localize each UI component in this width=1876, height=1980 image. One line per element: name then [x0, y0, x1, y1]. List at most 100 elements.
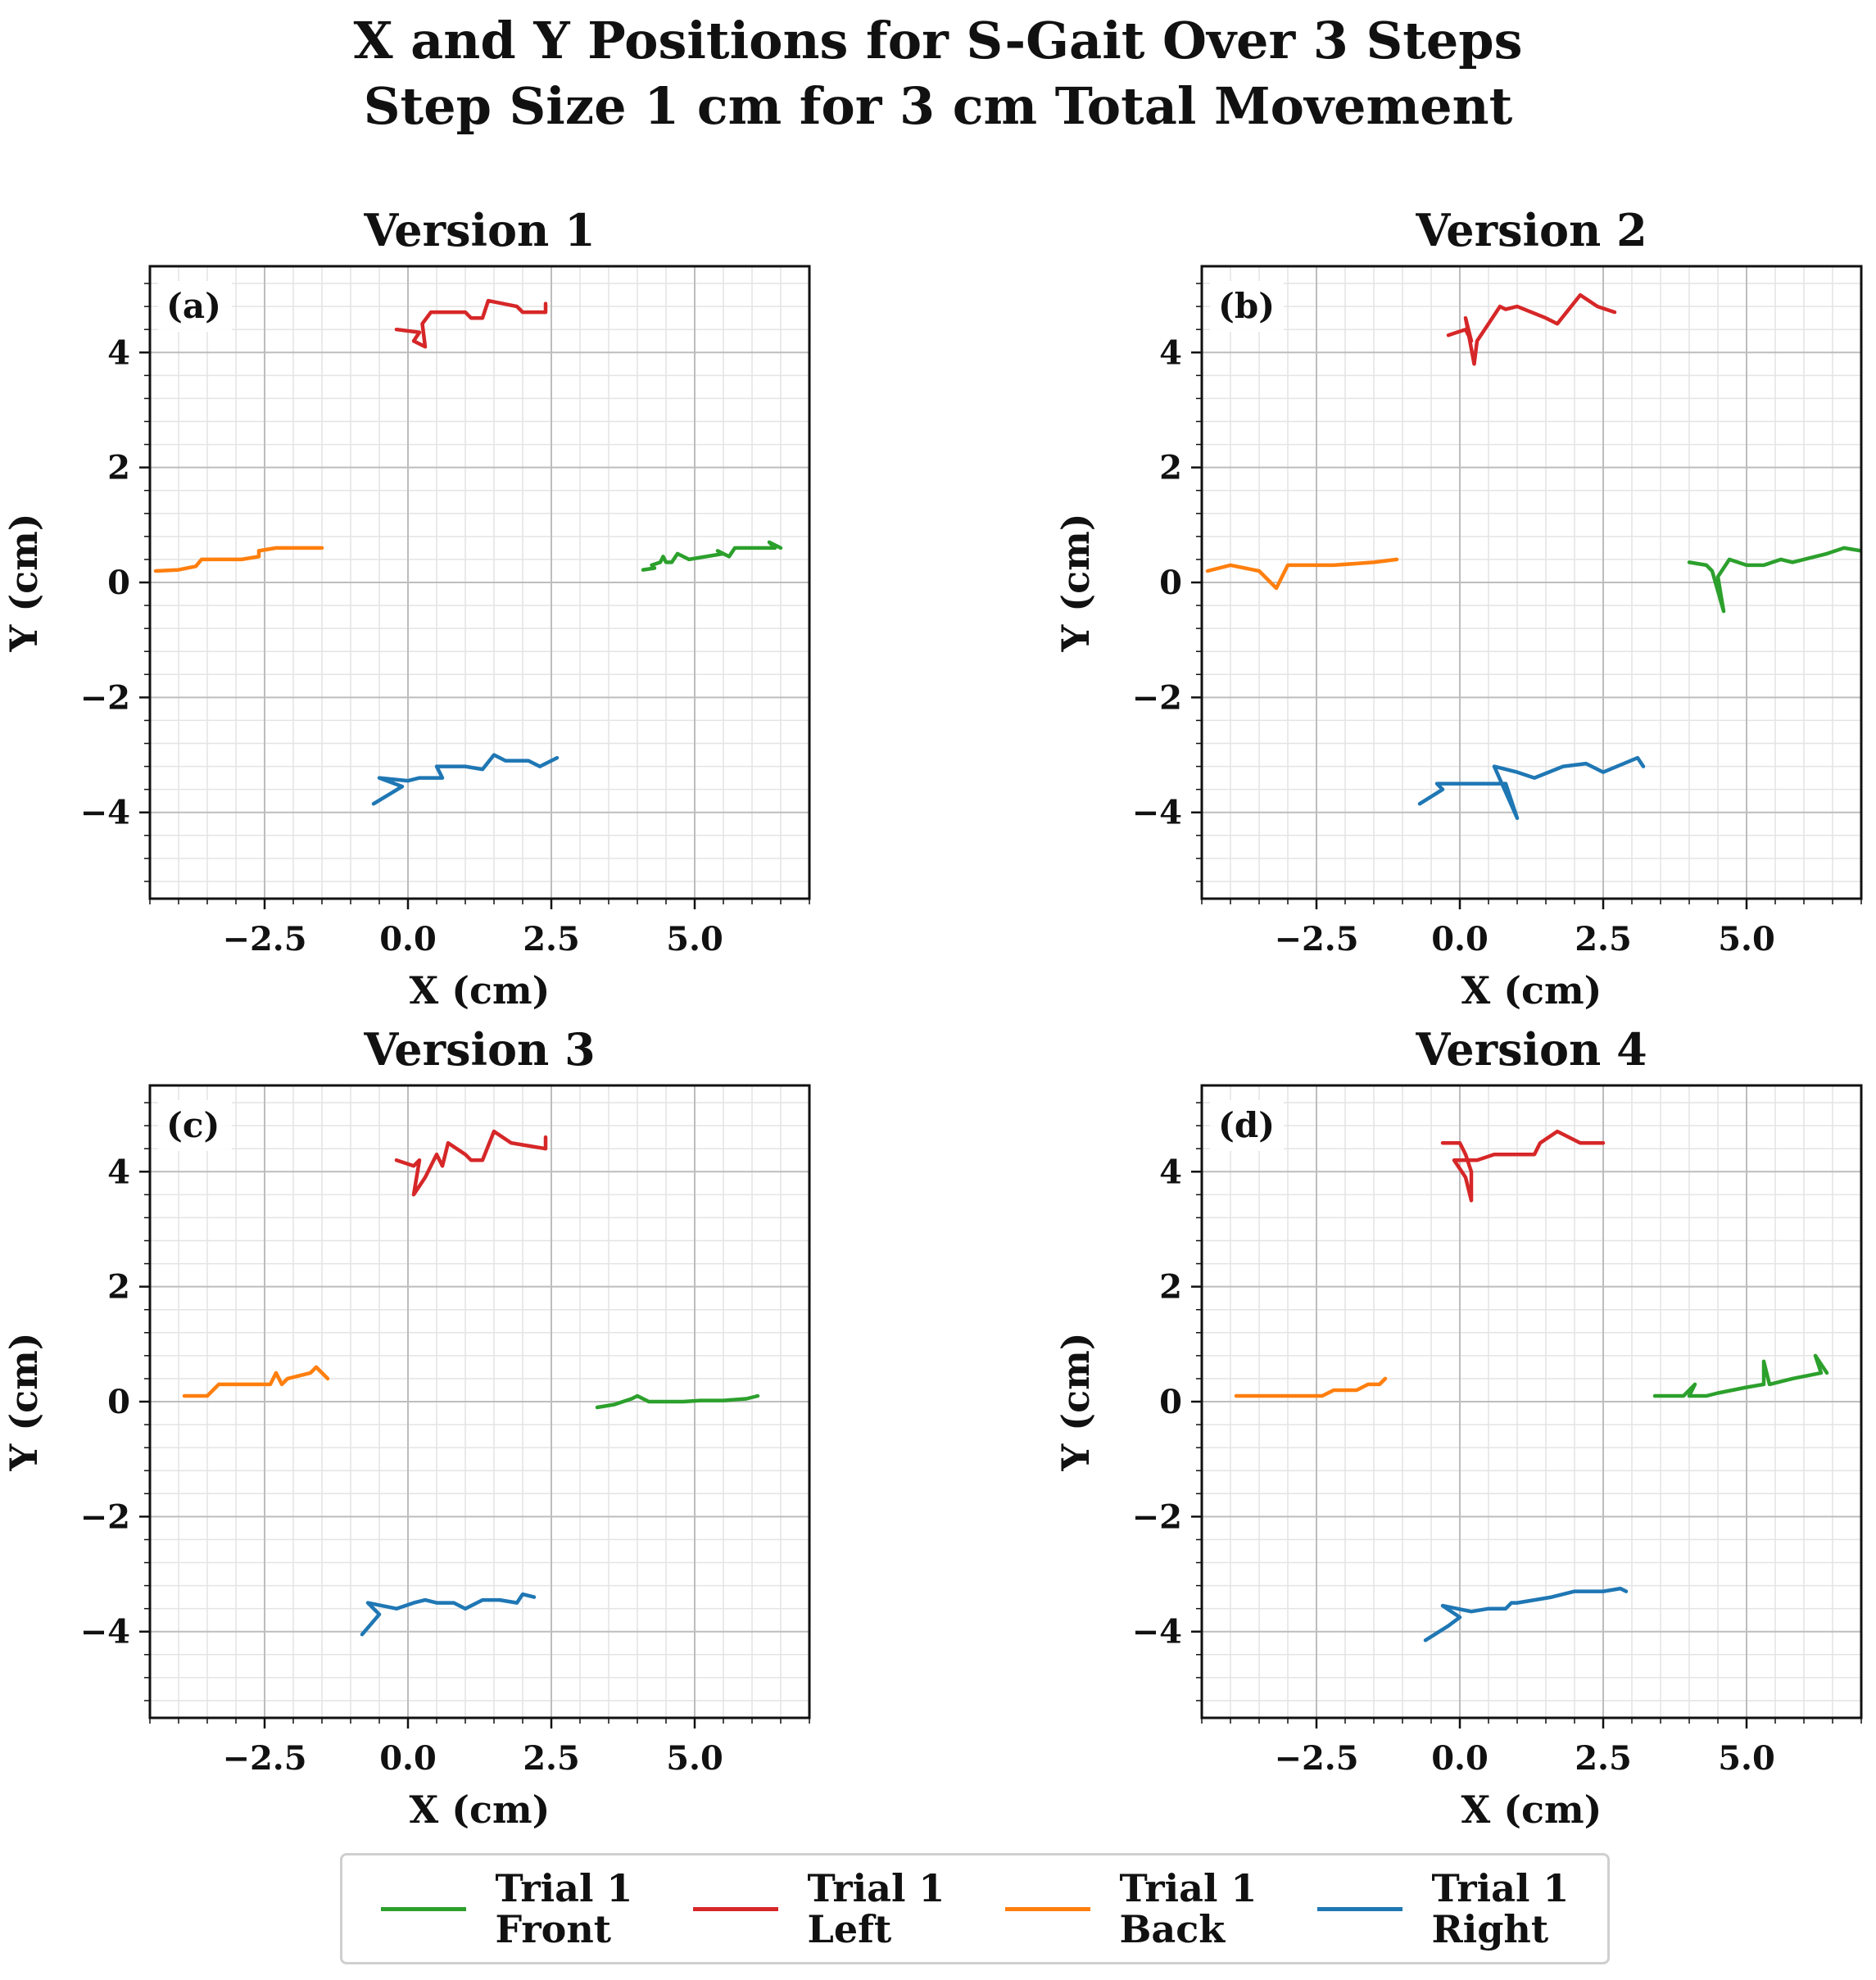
- x-tick-label: −2.5: [1274, 1739, 1358, 1778]
- y-tick-label: 0: [107, 564, 130, 602]
- x-tick-label: 0.0: [1431, 920, 1489, 958]
- panel-label: (a): [166, 286, 221, 326]
- y-tick-label: −2: [1132, 678, 1182, 717]
- figure-title-line-2: Step Size 1 cm for 3 cm Total Movement: [363, 76, 1513, 136]
- series-group: [1205, 292, 1861, 820]
- series-line-trial-1-right: [1417, 755, 1646, 820]
- series-line-trial-1-left: [394, 298, 548, 349]
- legend-swatch-right: [1316, 1906, 1402, 1911]
- grid: [150, 266, 809, 899]
- y-tick-label: 0: [1159, 1383, 1182, 1421]
- y-tick-label: −4: [80, 794, 130, 832]
- series-group: [1234, 1129, 1829, 1642]
- y-tick-label: 2: [107, 1268, 130, 1307]
- subplot-title: Version 2: [1415, 204, 1647, 256]
- series-line-trial-1-back: [182, 1365, 330, 1398]
- x-tick-label: 5.0: [1718, 920, 1775, 958]
- series-line-trial-1-left: [394, 1129, 548, 1197]
- y-tick-label: 4: [1159, 1153, 1182, 1191]
- y-tick-label: 4: [107, 333, 130, 372]
- subplot-grid: −2.5 0.0 2.5 5.0 −4 −2 0 2 4 Version 1 X (cm) Y (cm…: [2, 204, 1863, 1832]
- series-line-trial-1-front: [641, 540, 783, 572]
- subplot-4: −2.5 0.0 2.5 5.0 −4 −2 0 2 4 Version 4 X (cm) Y (cm…: [1054, 1023, 1863, 1832]
- x-tick-label: 0.0: [379, 1739, 437, 1778]
- panel-label: (c): [166, 1105, 220, 1145]
- figure-title: X and Y Positions for S-Gait Over 3 Step…: [0, 8, 1876, 139]
- series-group: [153, 298, 783, 806]
- x-tick-label: 0.0: [379, 920, 437, 958]
- panel-label-box: [158, 281, 232, 332]
- y-tick-label: 4: [107, 1153, 130, 1191]
- subplot-title: Version 3: [363, 1023, 595, 1076]
- panel-label: (d): [1218, 1105, 1275, 1145]
- legend-item-front: Trial 1 Front: [380, 1866, 633, 1951]
- series-line-trial-1-right: [1423, 1586, 1629, 1642]
- y-axis-label: Y (cm): [2, 513, 46, 652]
- y-tick-label: −4: [1132, 794, 1182, 832]
- subplot-3: −2.5 0.0 2.5 5.0 −4 −2 0 2 4 Version 3 X (cm) Y (cm…: [2, 1023, 811, 1832]
- series-line-trial-1-back: [153, 546, 324, 573]
- subplot-1: −2.5 0.0 2.5 5.0 −4 −2 0 2 4 Version 1 X (cm) Y (cm…: [2, 204, 811, 1013]
- y-tick-label: −2: [80, 678, 130, 717]
- x-tick-label: −2.5: [222, 1739, 306, 1778]
- grid: [150, 1085, 809, 1718]
- series-group: [182, 1129, 760, 1637]
- legend-label-line-1: Trial 1: [495, 1866, 633, 1910]
- y-tick-label: 0: [107, 1383, 130, 1421]
- y-tick-label: −4: [1132, 1613, 1182, 1652]
- y-axis-label: Y (cm): [1054, 513, 1098, 652]
- x-axis-label: X (cm): [1461, 968, 1602, 1013]
- subplot-title: Version 4: [1415, 1023, 1647, 1076]
- y-axis-label: Y (cm): [1054, 1332, 1098, 1471]
- x-tick-label: 5.0: [1718, 1739, 1775, 1778]
- legend-swatch-front: [380, 1906, 466, 1911]
- series-line-trial-1-front: [1652, 1353, 1829, 1398]
- legend-swatch-back: [1004, 1906, 1090, 1911]
- y-tick-label: 0: [1159, 564, 1182, 602]
- series-line-trial-1-left: [1446, 292, 1617, 366]
- x-axis-label: X (cm): [410, 1787, 551, 1832]
- legend: Trial 1 Front Trial 1 Left Trial 1 Back …: [340, 1853, 1610, 1964]
- legend-item-back: Trial 1 Back: [1004, 1868, 1257, 1951]
- grid: [1202, 266, 1861, 899]
- panel-label-box: [1210, 281, 1284, 332]
- legend-label-line-1: Trial 1: [1431, 1866, 1570, 1910]
- y-tick-label: 2: [107, 449, 130, 487]
- legend-swatch-left: [692, 1906, 778, 1911]
- legend-label-line-2: Left: [807, 1907, 892, 1951]
- legend-label-line-2: Front: [495, 1907, 612, 1951]
- panel-label-box: [1210, 1100, 1284, 1151]
- grid: [1202, 1085, 1861, 1718]
- series-line-trial-1-back: [1205, 557, 1399, 591]
- legend-item-right: Trial 1 Right: [1316, 1866, 1570, 1951]
- legend-label-line-2: Right: [1431, 1907, 1549, 1951]
- x-tick-label: 2.5: [1575, 920, 1632, 958]
- series-line-trial-1-left: [1440, 1129, 1606, 1203]
- series-line-trial-1-back: [1234, 1376, 1388, 1398]
- panel-label-box: [158, 1100, 232, 1151]
- panel-label: (b): [1218, 286, 1275, 326]
- series-line-trial-1-front: [1687, 546, 1861, 614]
- y-axis-label: Y (cm): [2, 1332, 46, 1471]
- x-tick-label: 5.0: [666, 1739, 723, 1778]
- x-tick-label: 5.0: [666, 920, 723, 958]
- y-tick-label: 4: [1159, 333, 1182, 372]
- legend-label-line-2: Back: [1119, 1907, 1226, 1951]
- series-line-trial-1-front: [595, 1393, 760, 1410]
- x-tick-label: 2.5: [1575, 1739, 1632, 1778]
- x-tick-label: 2.5: [523, 920, 580, 958]
- y-tick-label: −2: [80, 1497, 130, 1536]
- y-tick-label: −4: [80, 1613, 130, 1652]
- legend-label-line-1: Trial 1: [807, 1866, 945, 1910]
- series-line-trial-1-right: [371, 753, 560, 806]
- subplot-2: −2.5 0.0 2.5 5.0 −4 −2 0 2 4 Version 2 X (cm) Y (cm…: [1054, 204, 1863, 1013]
- x-tick-label: −2.5: [1274, 920, 1358, 958]
- y-tick-label: 2: [1159, 1268, 1182, 1307]
- series-line-trial-1-right: [360, 1592, 537, 1637]
- y-tick-label: −2: [1132, 1497, 1182, 1536]
- subplot-title: Version 1: [363, 204, 595, 256]
- x-axis-label: X (cm): [1461, 1787, 1602, 1832]
- x-tick-label: −2.5: [222, 920, 306, 958]
- legend-item-left: Trial 1 Left: [692, 1866, 945, 1951]
- x-tick-label: 0.0: [1431, 1739, 1489, 1778]
